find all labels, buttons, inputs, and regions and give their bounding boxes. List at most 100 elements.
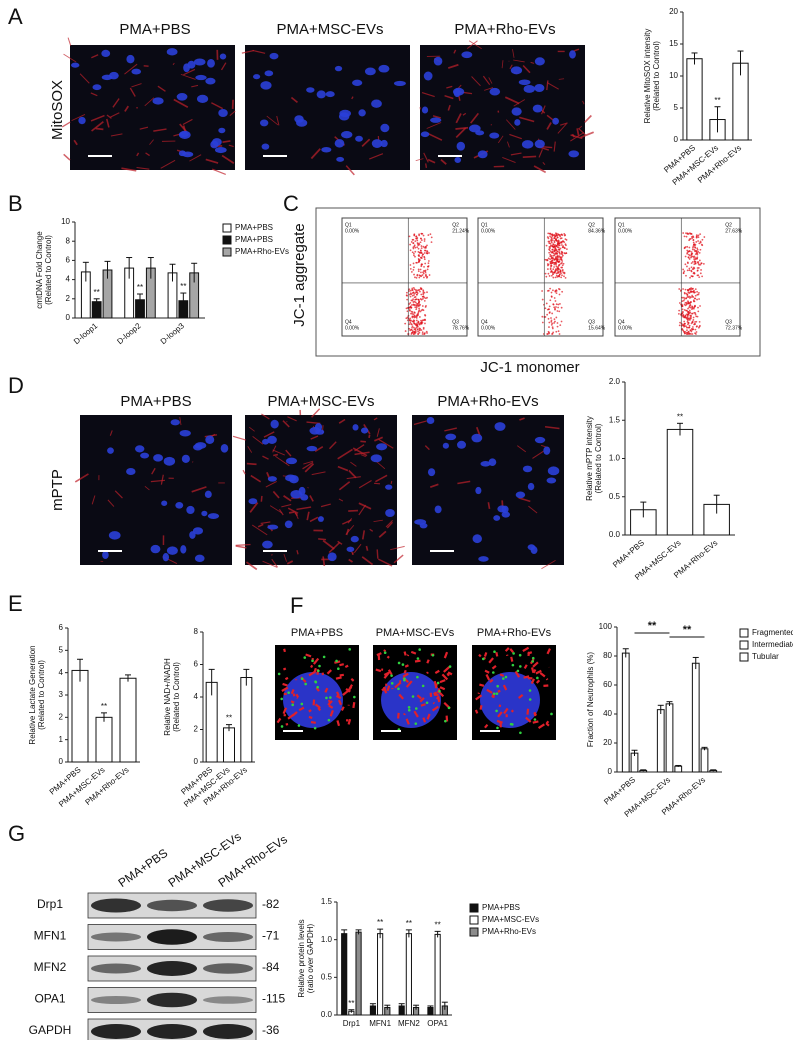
flow-event [414,240,417,243]
flow-event [556,250,559,253]
green-signal [318,664,321,668]
flow-event [692,300,695,303]
blot-band [203,963,253,974]
micrograph-signal [553,141,556,152]
flow-event [418,251,421,254]
flow-event [683,247,686,250]
flow-event [688,309,691,312]
flow-event [691,237,694,239]
y-tick-label: 1.0 [609,454,621,463]
mitochondria [352,702,356,709]
green-signal [280,725,284,728]
flow-event [694,297,696,300]
flow-event [693,243,696,246]
mitochondria [282,707,288,715]
nucleus [552,117,559,125]
flow-event [684,322,686,325]
bar [341,933,348,1016]
green-signal [277,672,281,676]
micrograph-signal [67,37,72,46]
nucleus [218,108,228,118]
blot-band [91,996,141,1004]
flow-event [685,325,687,328]
flow-event [696,315,699,318]
flow-event [689,311,692,314]
flow-event [404,330,407,332]
flow-event [425,252,428,254]
green-signal [511,663,515,667]
micrograph-signal [139,126,149,130]
mitochondria [315,687,320,692]
micrograph-signal [373,519,383,523]
flow-event [414,327,417,330]
flow-event [413,244,416,247]
micrograph-signal [150,479,166,483]
green-signal [421,684,425,688]
mitochondria [523,675,530,679]
mitochondria [282,682,288,687]
green-signal [390,674,393,677]
micrograph-signal [390,545,405,551]
flow-event [550,239,552,242]
flow-event [418,304,421,307]
flow-event [688,295,691,298]
nucleus [269,52,279,60]
green-signal [304,682,307,686]
flow-event [551,332,554,335]
flow-event [696,256,699,259]
flow-event [697,274,700,277]
flow-event [550,317,552,319]
flow-event [550,319,553,322]
y-tick-label: 4 [194,692,199,701]
flow-event [686,233,689,235]
micrograph-signal [221,154,235,164]
flow-event [562,271,565,274]
mitochondria [383,672,390,679]
flow-event [554,257,557,260]
flow-event [565,248,568,251]
flow-event [415,304,418,307]
flow-event [562,240,565,243]
flow-event [424,322,426,325]
green-signal [512,652,515,655]
micrograph-signal [114,490,123,499]
flow-event [422,290,425,293]
nucleus [218,127,226,134]
nucleus [267,435,277,444]
flow-event [410,333,413,335]
micrograph-signal [211,102,224,110]
y-tick-label: 15 [669,39,678,48]
nucleus [514,119,521,126]
flow-event [561,274,563,277]
flow-event [419,268,422,271]
flow-event [558,310,561,313]
flow-event [556,325,559,328]
flow-event [420,319,422,322]
nucleus [183,63,190,73]
micrograph-signal [310,148,321,160]
flow-event [698,259,701,262]
flow-event [418,274,421,277]
flow-event [415,235,418,238]
nucleus [434,505,442,514]
nucleus [92,84,102,91]
x-tick-label: MFN1 [369,1019,391,1028]
blot-band [91,963,141,974]
nucleus [346,546,355,552]
mitochondria [335,694,342,700]
micrograph-signal [541,105,546,115]
nucleus [300,494,309,501]
micrograph-signal [182,118,193,126]
mitochondria [290,700,295,704]
micrograph-signal [306,421,321,425]
nucleus [352,79,363,86]
green-signal [311,659,314,663]
green-signal [518,653,522,657]
flow-event [696,247,699,250]
mitochondria [344,664,349,669]
flow-event [551,322,554,325]
micrograph-signal [249,502,259,513]
nucleus [489,87,501,96]
flow-event [678,309,681,312]
nucleus [214,146,227,154]
